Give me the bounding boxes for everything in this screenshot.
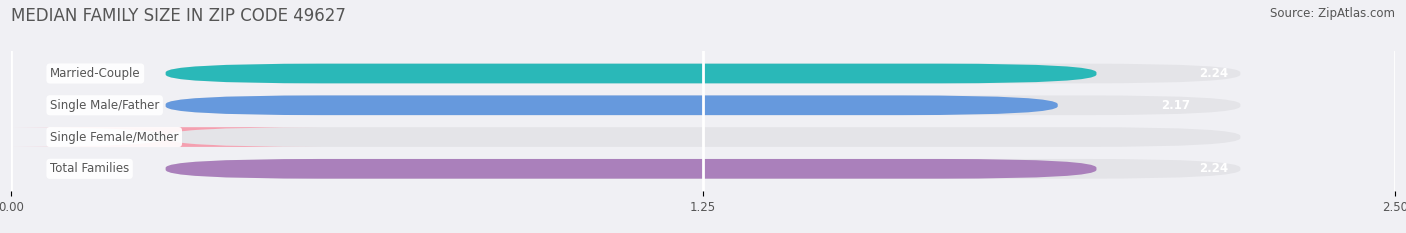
Text: Source: ZipAtlas.com: Source: ZipAtlas.com: [1270, 7, 1395, 20]
FancyBboxPatch shape: [11, 127, 321, 147]
Text: Single Male/Father: Single Male/Father: [51, 99, 159, 112]
FancyBboxPatch shape: [166, 64, 1240, 83]
FancyBboxPatch shape: [166, 127, 1240, 147]
Text: 2.17: 2.17: [1161, 99, 1189, 112]
FancyBboxPatch shape: [166, 96, 1057, 115]
Text: MEDIAN FAMILY SIZE IN ZIP CODE 49627: MEDIAN FAMILY SIZE IN ZIP CODE 49627: [11, 7, 346, 25]
Text: 0.00: 0.00: [139, 130, 165, 144]
FancyBboxPatch shape: [166, 64, 1097, 83]
Text: 2.24: 2.24: [1199, 162, 1229, 175]
Text: Single Female/Mother: Single Female/Mother: [51, 130, 179, 144]
FancyBboxPatch shape: [166, 96, 1240, 115]
Text: Married-Couple: Married-Couple: [51, 67, 141, 80]
FancyBboxPatch shape: [166, 159, 1097, 179]
Text: 2.24: 2.24: [1199, 67, 1229, 80]
Text: Total Families: Total Families: [51, 162, 129, 175]
FancyBboxPatch shape: [166, 159, 1240, 179]
